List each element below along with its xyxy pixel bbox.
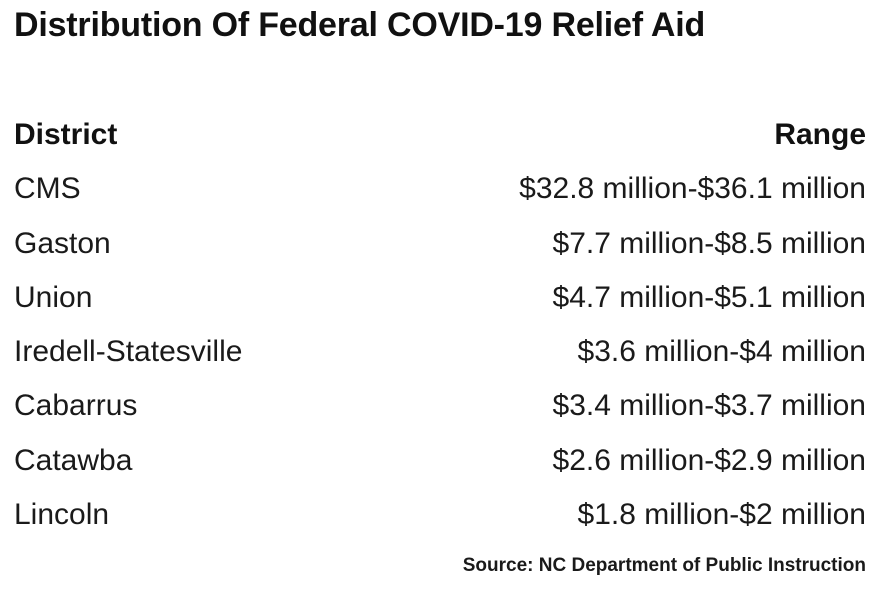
table-row: Catawba $2.6 million-$2.9 million — [14, 434, 866, 488]
aid-range: $1.8 million-$2 million — [577, 498, 866, 532]
column-header-range: Range — [774, 118, 866, 151]
aid-range: $2.6 million-$2.9 million — [552, 443, 866, 477]
district-name: Lincoln — [14, 498, 110, 532]
aid-range: $4.7 million-$5.1 million — [552, 280, 866, 314]
table-header-row: District Range — [14, 108, 866, 162]
table-row: CMS $32.8 million-$36.1 million — [14, 162, 866, 216]
aid-range: $32.8 million-$36.1 million — [519, 172, 866, 206]
aid-range: $3.4 million-$3.7 million — [552, 389, 866, 423]
aid-range: $3.6 million-$4 million — [577, 335, 866, 369]
district-name: Catawba — [14, 443, 133, 477]
table-row: Iredell-Statesville $3.6 million-$4 milli… — [14, 325, 866, 379]
source-note: Source: NC Department of Public Instruct… — [462, 555, 866, 576]
column-header-district: District — [14, 118, 118, 151]
table-row: Gaston $7.7 million-$8.5 million — [14, 217, 866, 271]
aid-table: District Range CMS $32.8 million-$36.1 mi… — [14, 108, 866, 542]
district-name: Gaston — [14, 226, 111, 260]
table-row: Lincoln $1.8 million-$2 million — [14, 488, 866, 542]
table-row: Union $4.7 million-$5.1 million — [14, 271, 866, 325]
table-body: CMS $32.8 million-$36.1 million Gaston $7.7… — [14, 162, 866, 542]
table-row: Cabarrus $3.4 million-$3.7 million — [14, 379, 866, 433]
district-name: Cabarrus — [14, 389, 138, 423]
aid-range: $7.7 million-$8.5 million — [552, 226, 866, 260]
chart-title: Distribution Of Federal COVID-19 Relief … — [14, 6, 706, 44]
district-name: Iredell-Statesville — [14, 335, 243, 369]
district-name: CMS — [14, 172, 81, 206]
district-name: Union — [14, 280, 93, 314]
